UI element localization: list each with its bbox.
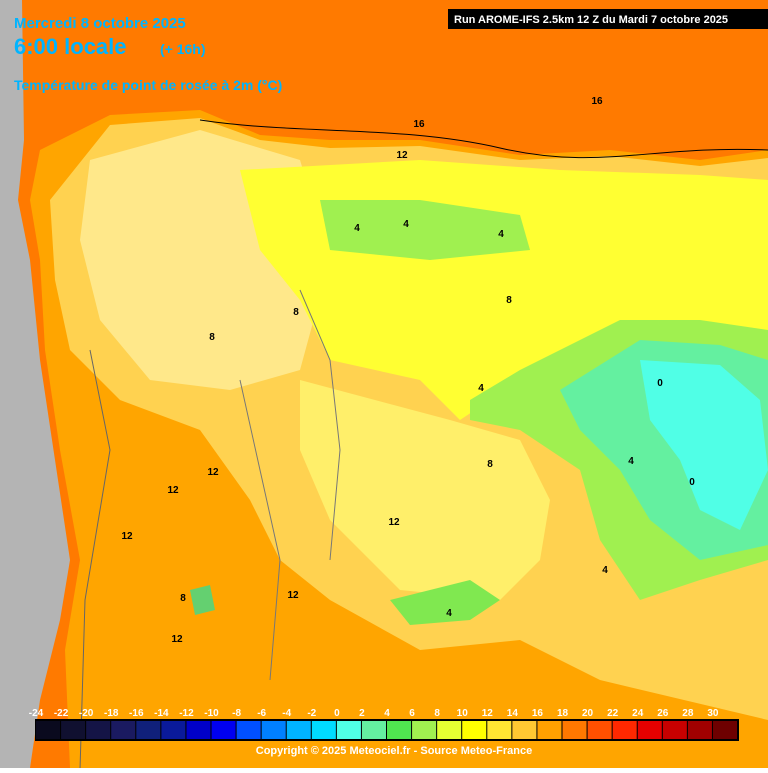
- contour-label: 0: [689, 477, 695, 488]
- colorbar-swatch: [261, 721, 286, 739]
- green-patch: [390, 580, 500, 625]
- colorbar-swatch: [437, 721, 462, 739]
- colorbar-tick-label: -4: [282, 708, 291, 719]
- colorbar-swatch: [286, 721, 311, 739]
- colorbar-tick-label: -20: [79, 708, 94, 719]
- contour-label: 4: [478, 383, 484, 394]
- date: Mercredi 8 octobre 2025: [14, 15, 186, 32]
- colorbar-swatch: [211, 721, 236, 739]
- colorbar-swatch: [712, 721, 737, 739]
- colorbar-tick-label: 8: [434, 708, 440, 719]
- colorbar-tick-label: 12: [482, 708, 494, 719]
- colorbar-swatch: [311, 721, 336, 739]
- colorbar-swatch: [161, 721, 186, 739]
- contour-label: 8: [293, 307, 299, 318]
- time: 6:00 locale: [14, 34, 127, 59]
- run-box: [448, 9, 768, 29]
- colorbar-swatch: [86, 721, 111, 739]
- contour-label: 12: [287, 590, 299, 601]
- colorbar-tick-label: -6: [257, 708, 266, 719]
- colorbar-swatch: [562, 721, 587, 739]
- contour-label: 12: [207, 467, 219, 478]
- colorbar-tick-label: 0: [334, 708, 340, 719]
- contour-label: 8: [180, 593, 186, 604]
- colorbar-swatch: [512, 721, 537, 739]
- colorbar-tick-label: 14: [507, 708, 519, 719]
- colorbar-swatch: [387, 721, 412, 739]
- colorbar-tick-label: -24: [29, 708, 44, 719]
- border-line: [79, 349, 111, 771]
- offset: (+ 16h): [160, 41, 206, 57]
- border-line: [239, 379, 281, 681]
- contour-label: 0: [657, 378, 663, 389]
- colorbar-swatch: [587, 721, 612, 739]
- contour-label: 4: [498, 229, 504, 240]
- contour-label: 8: [487, 459, 493, 470]
- colorbar-tick-label: -16: [129, 708, 144, 719]
- colorbar-tick-label: 18: [557, 708, 569, 719]
- contour-label: 4: [403, 219, 409, 230]
- colorbar-swatch: [612, 721, 637, 739]
- cyan-zone: [640, 360, 768, 530]
- colorbar-tick-label: 2: [359, 708, 365, 719]
- colorbar-tick-label: 6: [409, 708, 415, 719]
- colorbar-tick-label: -14: [154, 708, 169, 719]
- copyright: Copyright © 2025 Meteociel.fr - Source M…: [256, 745, 532, 757]
- colorbar-swatch: [61, 721, 86, 739]
- contour-label: 16: [591, 96, 603, 107]
- colorbar-tick-label: 26: [657, 708, 669, 719]
- contour-label: 4: [602, 565, 608, 576]
- colorbar-tick-label: -2: [307, 708, 316, 719]
- colorbar-tick-label: -22: [54, 708, 69, 719]
- contour-label: 8: [506, 295, 512, 306]
- colorbar-swatch: [111, 721, 136, 739]
- colorbar-swatch: [462, 721, 487, 739]
- contour-label: 8: [209, 332, 215, 343]
- contour-label: 12: [171, 634, 183, 645]
- colorbar-tick-label: 16: [532, 708, 544, 719]
- contour-label: 12: [396, 150, 408, 161]
- border-line: [299, 289, 341, 561]
- colorbar-tick-label: 20: [582, 708, 594, 719]
- colorbar-tick-label: 28: [682, 708, 694, 719]
- colorbar-tick-label: -8: [232, 708, 241, 719]
- land-light-yellow: [300, 380, 550, 600]
- contour-label: 4: [628, 456, 634, 467]
- colorbar-tick-label: 10: [457, 708, 469, 719]
- contour-label: 4: [446, 608, 452, 619]
- contour-label: 12: [167, 485, 179, 496]
- colorbar-tick-label: 4: [384, 708, 390, 719]
- colorbar-swatch: [412, 721, 437, 739]
- land-outside: [0, 0, 70, 768]
- contour-label: 4: [354, 223, 360, 234]
- colorbar-swatch: [487, 721, 512, 739]
- contour-line: [199, 119, 768, 159]
- colorbar: -24 -22 -20 -18 -16 -14 -12 -10 -8 -6 -4 -2 0 2 4 6 8 10 1…: [29, 708, 739, 741]
- colorbar-swatch: [136, 721, 161, 739]
- colorbar-swatch: [336, 721, 361, 739]
- colorbar-tick-label: -18: [104, 708, 119, 719]
- colorbar-tick-label: 22: [607, 708, 619, 719]
- colorbar-tick-label: -10: [204, 708, 219, 719]
- contour-labels: 16 16 12 12 12 12 12 12 12 4 4 4 4 4 4 4 8 8 8 8 8 0 0: [121, 96, 695, 645]
- colorbar-swatch: [236, 721, 261, 739]
- colorbar-swatch: [361, 721, 386, 739]
- variable: Température de point de rosée à 2m (°C): [14, 77, 282, 93]
- colorbar-swatch: [637, 721, 662, 739]
- run-info: Run AROME-IFS 2.5km 12 Z du Mardi 7 octo…: [454, 14, 728, 26]
- colorbar-swatch: [36, 721, 61, 739]
- contour-label: 16: [413, 119, 425, 130]
- colorbar-tick-label: 24: [632, 708, 644, 719]
- colorbar-tick-label: -12: [179, 708, 194, 719]
- contour-label: 12: [388, 517, 400, 528]
- green-patch: [190, 585, 215, 615]
- colorbar-swatch: [662, 721, 687, 739]
- colorbar-swatch: [186, 721, 211, 739]
- green-band: [320, 200, 530, 260]
- contour-label: 12: [121, 531, 133, 542]
- colorbar-swatch: [687, 721, 712, 739]
- colorbar-swatch: [537, 721, 562, 739]
- colorbar-tick-label: 30: [707, 708, 719, 719]
